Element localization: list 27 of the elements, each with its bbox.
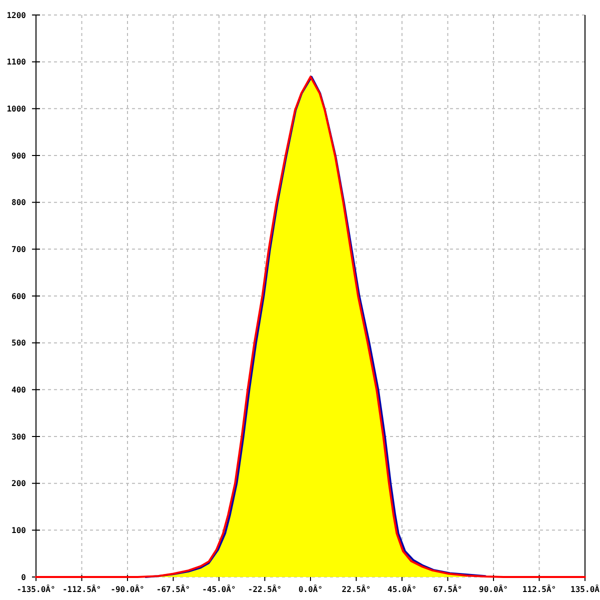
x-tick-label: 135.0Â <box>570 584 600 594</box>
x-tick-label: 45.0Â° <box>388 584 416 594</box>
x-tick-label: 112.5Â° <box>522 584 556 594</box>
x-tick-label: -112.5Â° <box>62 584 102 594</box>
y-tick-label: 700 <box>12 244 26 254</box>
x-tick-label: -22.5Â° <box>248 584 282 594</box>
y-tick-label: 1000 <box>6 104 26 114</box>
y-tick-label: 200 <box>12 479 26 488</box>
y-tick-label: 800 <box>12 198 26 208</box>
y-tick-label: 300 <box>12 432 26 442</box>
x-tick-label: 67.5Â° <box>433 584 462 594</box>
x-tick-label: -90.0Â° <box>110 584 144 594</box>
y-tick-label: 400 <box>12 385 26 394</box>
x-tick-label: 22.5Â° <box>342 584 371 594</box>
y-tick-label: 900 <box>12 151 26 160</box>
x-tick-label: -135.0Â° <box>16 584 56 594</box>
y-tick-label: 1100 <box>6 58 26 67</box>
y-tick-label: 100 <box>12 526 26 535</box>
x-tick-label: 90.0Â° <box>479 584 508 594</box>
y-tick-label: 600 <box>12 292 26 301</box>
y-tick-label: 1200 <box>6 10 26 20</box>
x-tick-label: -67.5Â° <box>156 584 190 594</box>
x-tick-label: 0.0Â° <box>298 584 323 594</box>
x-tick-label: -45.0Â° <box>202 584 236 594</box>
line-series <box>35 76 586 578</box>
y-tick-label: 500 <box>12 338 26 348</box>
y-tick-label: 0 <box>21 572 26 582</box>
